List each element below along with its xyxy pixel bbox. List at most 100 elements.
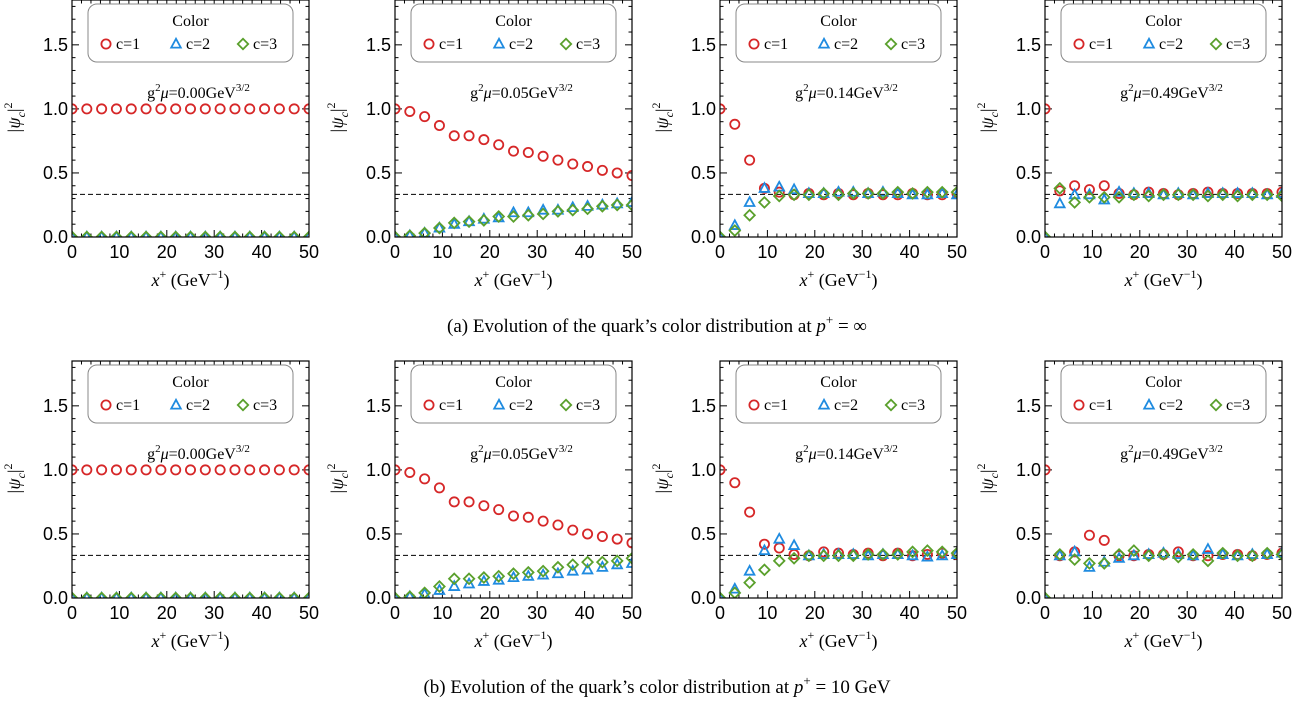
panel-2-c=3-point — [507, 210, 520, 223]
panel-2-c=1-point — [522, 146, 534, 158]
caption-a-text: (a) Evolution of the quark’s color distr… — [447, 316, 816, 337]
panel-5-legend-entry-c=2: c=2 — [186, 397, 210, 414]
panel-5-markers — [72, 464, 309, 598]
panel-6-legend-marker-c=1 — [423, 399, 435, 411]
panel-1-c=3-point — [272, 230, 286, 237]
panel-3-c=2-point — [720, 229, 724, 237]
panel-8-x-axis-label-unit: (GeV — [1139, 631, 1183, 652]
panel-5-annotation-base: g — [147, 446, 155, 463]
panel-2-c=3-point — [477, 213, 491, 227]
panel-8-c=3-point — [1097, 556, 1111, 570]
panel-1-c=2-point — [171, 229, 180, 237]
panel-1-x-axis-label-var: x — [150, 270, 159, 290]
panel-1-x-tick-label: 30 — [204, 242, 224, 262]
panel-1-c=1-point — [229, 103, 241, 115]
panel-7-annotation-exp1: 2 — [803, 443, 809, 455]
panel-8-c=1-point — [1083, 529, 1095, 541]
panel-3-x-axis-label-sup: + — [807, 267, 814, 281]
panel-7-c=2-point — [876, 547, 890, 559]
panel-7-legend-title: Color — [820, 374, 857, 391]
panel-4-c=3-point — [1245, 188, 1259, 202]
panel-1-c=2-point — [201, 229, 210, 237]
panel-4-c=3-point — [1097, 190, 1111, 204]
panel-7-markers — [720, 464, 957, 598]
panel-8-legend-title: Color — [1145, 374, 1182, 391]
panel-6-c=3-point — [610, 554, 624, 568]
panel-1-markers — [72, 103, 309, 237]
panel-6-legend-marker-c=3 — [559, 398, 573, 412]
panel-3-c=2-point — [861, 186, 875, 198]
panel-4-y-axis-label-sub: c — [987, 111, 1001, 117]
panel-3-c=3-point — [846, 186, 860, 200]
panel-7-annotation-value: =0.14GeV — [817, 446, 885, 463]
panel-6-annotation-exp2: 3/2 — [559, 443, 573, 455]
panel-1-x-axis-label-sup: + — [159, 267, 166, 281]
panel-1-legend-marker-c=3 — [236, 37, 250, 51]
panel-3-annotation-value: =0.14GeV — [817, 85, 885, 102]
panel-3-annotation-mu: μ — [808, 85, 817, 102]
panel-3-y-axis-label-sup: 2 — [649, 102, 663, 108]
panel-6-c=1-point — [493, 504, 505, 516]
panel-7-y-axis-label-psi: |ψ — [652, 478, 672, 495]
panel-1-c=2-point — [186, 229, 195, 237]
panel-8-legend-marker-c=3 — [1209, 398, 1223, 412]
panel-7-x-tick-label: 50 — [947, 603, 967, 623]
panel-5-x-tick-label: 40 — [252, 603, 272, 623]
panel-2-annotation-base: g — [470, 85, 478, 102]
panel-8-c=3-point — [1231, 549, 1245, 563]
panel-7-legend-entry-c=1: c=1 — [764, 397, 788, 414]
panel-7-c=3-point — [720, 591, 727, 598]
panel-7-x-tick-label: 0 — [715, 603, 725, 623]
panel-5-c=2-point — [201, 590, 210, 598]
panel-8-c=3-point — [1171, 550, 1185, 564]
panel-2-c=1-point — [433, 120, 445, 132]
panel-3-y-axis-label-psi: |ψ — [652, 117, 672, 134]
panel-3-x-tick-label: 0 — [715, 242, 725, 262]
panel-2-x-axis-label-unit: (GeV — [489, 270, 533, 291]
panel-1-annotation-exp1: 2 — [155, 82, 161, 94]
panel-4-legend-entry-c=3: c=3 — [1226, 36, 1250, 53]
panel-7-c=3-point — [743, 576, 757, 590]
panel-8-c=3-point — [1053, 547, 1067, 561]
panel-7-c=2-point — [891, 547, 905, 559]
panel-3-legend-marker-c=1 — [748, 38, 760, 50]
panel-3-x-axis-label: x+ (GeV−1) — [798, 267, 877, 291]
panel-5-c=2-point — [72, 590, 76, 598]
panel-4-markers — [1045, 103, 1282, 237]
panel-1-annotation-mu: μ — [160, 85, 169, 102]
panel-4-legend-entry-c=1: c=1 — [1089, 36, 1113, 53]
panel-1-c=2-point — [127, 229, 136, 237]
panel-4-annotation-exp1: 2 — [1128, 82, 1134, 94]
panel-1-c=1-point — [81, 103, 93, 115]
panel-5-c=2-point — [186, 590, 195, 598]
panel-4-annotation-exp2: 3/2 — [1209, 82, 1223, 94]
panel-8-x-axis-label-sup: + — [1132, 628, 1139, 642]
panel-3-y-axis-label-sub: c — [662, 111, 676, 117]
panel-6-x-tick-label: 10 — [432, 603, 452, 623]
panel-6-c=3-point — [507, 567, 520, 581]
panel-4-c=2-point — [1260, 187, 1274, 200]
panel-1-c=3-point — [213, 230, 227, 237]
panel-1-c=1-point — [273, 103, 285, 115]
panel-6-annotation-base: g — [470, 446, 478, 463]
panel-2-x-tick-label: 10 — [432, 242, 452, 262]
panel-7-x-tick-label: 10 — [757, 603, 777, 623]
panel-3-c=3-point — [906, 186, 920, 200]
panel-1-c=1-point — [184, 103, 196, 115]
panel-6-markers — [395, 464, 632, 598]
panel-1-y-tick-label: 1.0 — [43, 99, 68, 119]
panel-7-annotation-exp2: 3/2 — [884, 443, 898, 455]
panel-2-c=1-point — [507, 145, 519, 157]
panel-6-c=2-point — [581, 562, 594, 575]
panel-5-x-axis-label: x+ (GeV−1) — [150, 628, 229, 652]
panel-4-x-axis-label-unit-sup: −1 — [1184, 267, 1197, 281]
panel-2-c=3-point — [625, 198, 632, 212]
panel-5-c=3-point — [287, 591, 301, 598]
panel-7-c=2-point — [950, 547, 957, 559]
panel-4-x-tick-label: 20 — [1130, 242, 1150, 262]
panel-1-c=1-point — [170, 103, 182, 115]
panel-5-annotation-mu: μ — [160, 446, 169, 463]
panel-3-y-axis-label: |ψc|2 — [649, 102, 676, 133]
panel-5-c=3-point — [228, 591, 242, 598]
panel-7-y-axis-label-sub: c — [662, 472, 676, 478]
